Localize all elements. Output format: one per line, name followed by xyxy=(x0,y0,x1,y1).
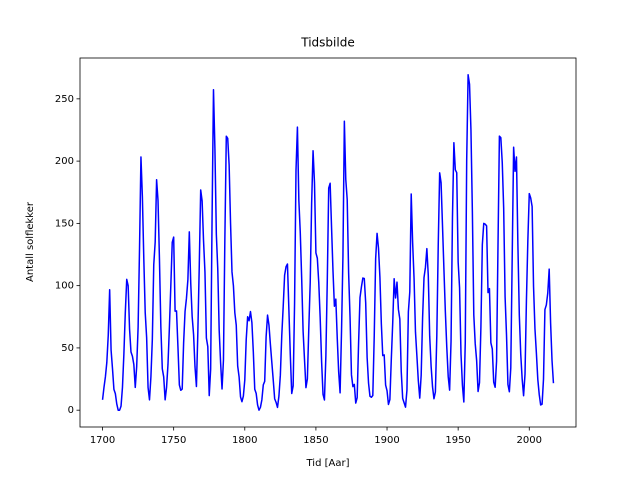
y-axis-label: Antall solflekker xyxy=(25,201,36,282)
y-tick-label: 100 xyxy=(55,281,74,292)
x-tick-label: 2000 xyxy=(517,435,542,446)
x-axis-label: Tid [Aar] xyxy=(306,458,350,469)
x-tick-label: 1950 xyxy=(445,435,470,446)
x-tick-label: 1750 xyxy=(161,435,186,446)
chart-title: Tidsbilde xyxy=(300,36,354,50)
y-tick-label: 0 xyxy=(68,405,74,416)
x-tick-label: 1850 xyxy=(303,435,328,446)
x-tick-label: 1800 xyxy=(232,435,257,446)
plot-frame xyxy=(79,57,577,428)
y-tick-label: 250 xyxy=(55,94,74,105)
x-tick-label: 1700 xyxy=(90,435,115,446)
x-tick-label: 1900 xyxy=(374,435,399,446)
y-tick-label: 150 xyxy=(55,218,74,229)
y-tick-label: 200 xyxy=(55,156,74,167)
data-line xyxy=(101,74,555,411)
y-tick-label: 50 xyxy=(61,343,74,354)
